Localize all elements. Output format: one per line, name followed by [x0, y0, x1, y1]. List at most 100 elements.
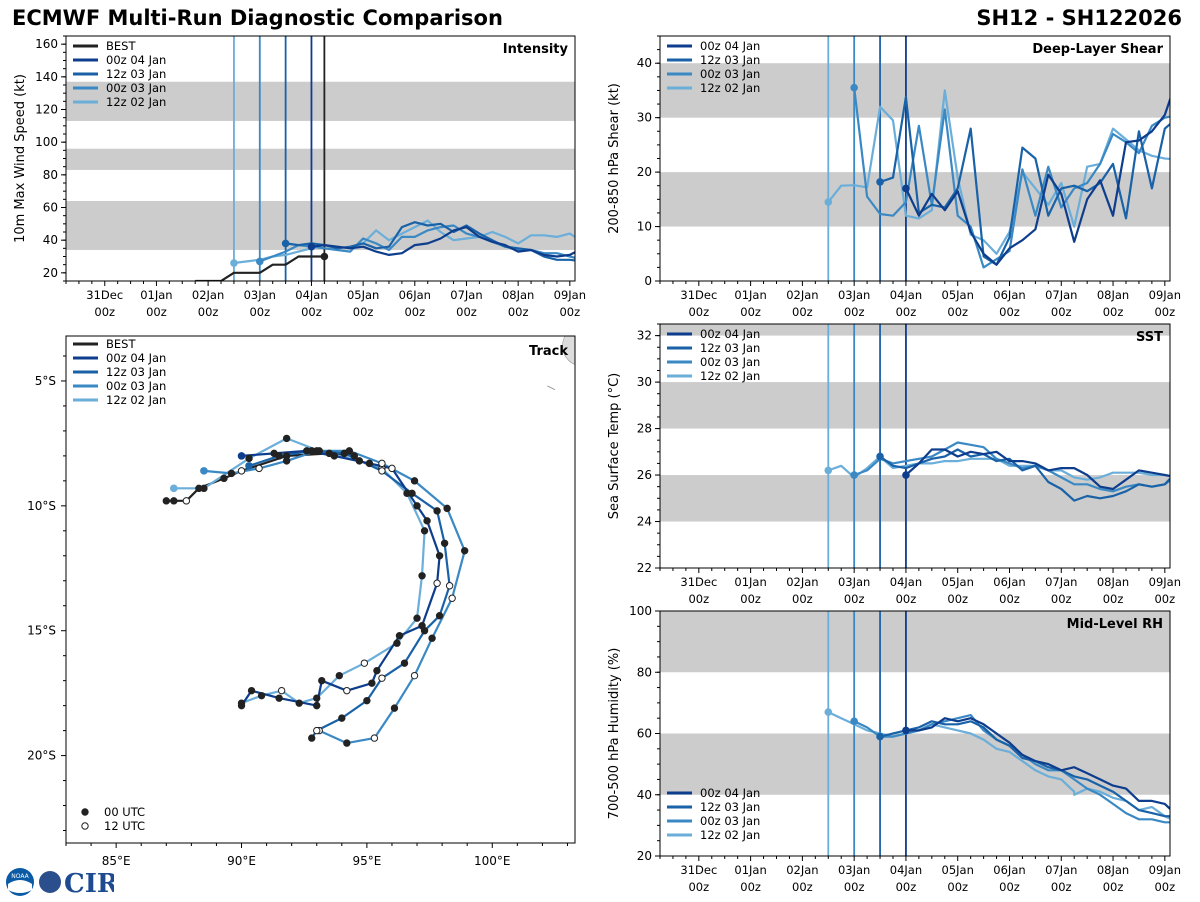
x-tick-label: 08Jan [1097, 575, 1129, 589]
x-tick-label: 09Jan [1149, 575, 1181, 589]
track-point-00utc [227, 469, 236, 478]
track-point-12utc [378, 459, 386, 468]
x-tick-label: 07Jan [1045, 575, 1077, 589]
track-point-00utc [373, 666, 381, 675]
x-tick-label: 01Jan [734, 288, 766, 302]
x-tick-label: 00z [896, 305, 917, 319]
track-point-00utc [313, 694, 321, 702]
x-tick-label: 00z [688, 305, 709, 319]
x-tick-label: 00z [1154, 592, 1175, 606]
x-tick-label: 04Jan [295, 288, 327, 302]
x-tick-label: 05Jan [942, 288, 974, 302]
x-tick-label: 00z [688, 592, 709, 606]
track-point-12utc [433, 579, 441, 587]
y-tick-label: 22 [637, 561, 652, 575]
legend-label-00z-04-jan: 00z 04 Jan [700, 327, 760, 341]
storm-id-title: SH12 - SH122026 [976, 6, 1182, 30]
x-tick-label: 05Jan [942, 863, 974, 877]
y-tick-label: 32 [637, 329, 652, 343]
legend-label-00z-04-jan: 00z 04 Jan [700, 39, 760, 53]
x-tick-label: 02Jan [786, 288, 818, 302]
panel-title: Intensity [503, 42, 569, 57]
series-line-00z-04-jan [905, 448, 1170, 491]
track-point-00utc [335, 671, 344, 680]
threshold-band [66, 81, 575, 121]
x-tick-label: 02Jan [786, 575, 818, 589]
track-point-00utc [420, 527, 429, 535]
x-tick-label: 06Jan [399, 288, 431, 302]
lat-tick-label: 15°S [27, 624, 56, 638]
y-axis-label: Sea Surface Temp (°C) [607, 373, 622, 520]
x-tick-label: 00z [94, 305, 115, 319]
series-start-marker-12z-02-jan [824, 708, 833, 716]
track-point-00utc [443, 504, 451, 513]
y-tick-label: 20 [637, 165, 652, 179]
track-point-00utc [295, 699, 303, 707]
track-point-00utc [368, 679, 376, 687]
series-start-marker-00z-04-jan [902, 726, 910, 735]
x-tick-label: 00z [1103, 880, 1124, 894]
track-point-00utc [330, 452, 338, 460]
y-axis-label: 10m Max Wind Speed (kt) [13, 74, 28, 243]
legend-label-00z-03-jan: 00z 03 Jan [700, 814, 760, 828]
track-line-12z-02-jan [173, 437, 426, 705]
y-axis-label: 200-850 hPa Shear (kt) [607, 83, 622, 234]
cira-logo: NOAA CIRA [4, 866, 139, 899]
x-tick-label: 07Jan [450, 288, 482, 302]
x-tick-label: 00z [792, 880, 813, 894]
series-start-marker-12z-02-jan [824, 198, 833, 206]
panel-title: SST [1136, 330, 1163, 345]
track-point-00utc [237, 701, 246, 710]
legend-label-00z-04-jan: 00z 04 Jan [106, 351, 166, 365]
x-tick-label: 00z [404, 305, 425, 319]
y-tick-label: 40 [43, 233, 58, 247]
panel-rh: 31Dec 00z 01Jan 00z 02Jan 00z 03Jan 00z 04Jan 00z… [607, 604, 1181, 894]
series-start-marker-12z-03-jan [876, 732, 884, 741]
island-shape [547, 385, 556, 391]
x-tick-label: 00z [249, 305, 270, 319]
track-point-00utc [308, 734, 316, 742]
series-start-marker-12z-03-jan [876, 178, 884, 186]
x-tick-label: 04Jan [890, 863, 922, 877]
x-tick-label: 00z [508, 305, 529, 319]
legend-label-12z-03-jan: 12z 03 Jan [106, 67, 166, 81]
track-point-00utc [220, 474, 228, 483]
panel-title: Deep-Layer Shear [1032, 42, 1163, 57]
track-point-00utc [435, 552, 444, 560]
series-line-best [195, 255, 325, 281]
track-point-00utc [410, 477, 419, 485]
lon-tick-label: 85°E [102, 854, 131, 868]
series-line-00z-04-jan [311, 226, 575, 258]
track-point-12utc [182, 497, 191, 505]
track-plot-area [162, 336, 575, 747]
track-point-12utc [388, 464, 396, 473]
panel-intensity: 31Dec 00z 01Jan 00z 02Jan 00z 03Jan 00z 04Jan 00z… [13, 35, 586, 319]
y-tick-label: 26 [637, 468, 652, 482]
track-point-00utc [162, 497, 170, 505]
track-point-00utc [247, 686, 256, 695]
x-tick-label: 07Jan [1045, 288, 1077, 302]
panel-shear: 31Dec 00z 01Jan 00z 02Jan 00z 03Jan 00z 04Jan 00z… [607, 35, 1181, 319]
track-point-12utc [448, 594, 456, 602]
series-start-marker-00z-04-jan [902, 471, 910, 479]
track-point-00utc [343, 739, 351, 747]
track-point-12utc [313, 726, 321, 735]
x-tick-label: 02Jan [786, 863, 818, 877]
legend-label-00z-04-jan: 00z 04 Jan [700, 786, 760, 800]
legend-label-00z-03-jan: 00z 03 Jan [106, 81, 166, 95]
series-group [827, 441, 1170, 502]
track-point-00utc [318, 676, 326, 685]
y-tick-label: 100 [629, 604, 652, 618]
track-point-00utc [200, 484, 208, 493]
x-tick-label: 31Dec [680, 288, 717, 302]
panel-track: 85°E 90°E 95°E 100°E 5°S 10°S 15°S 20°S Track BES… [27, 335, 576, 868]
series-start-marker-00z-03-jan [850, 471, 858, 479]
y-tick-label: 20 [43, 266, 58, 280]
threshold-band [66, 148, 575, 170]
track-point-00utc [170, 497, 178, 505]
x-tick-label: 00z [896, 592, 917, 606]
track-point-00utc [257, 691, 266, 700]
y-tick-label: 0 [644, 274, 652, 288]
track-point-00utc [413, 502, 421, 510]
series-line-12z-02-jan [233, 219, 575, 265]
